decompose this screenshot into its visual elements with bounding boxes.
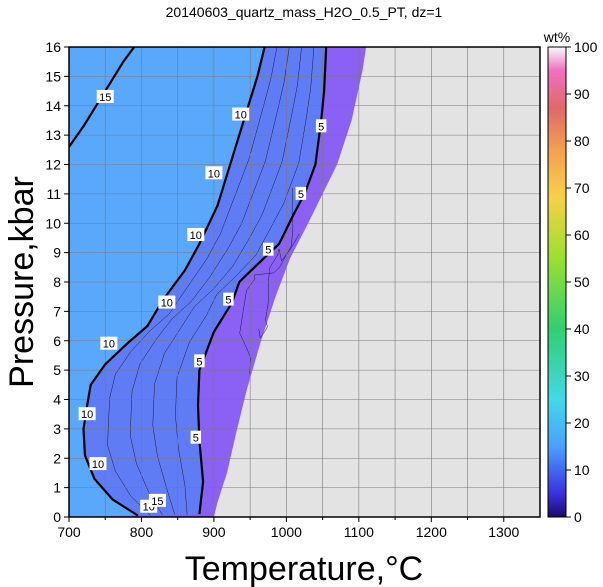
contour-label-text: 10 (103, 339, 115, 351)
contour-label-text: 5 (265, 245, 271, 257)
x-tick-label: 800 (130, 524, 154, 540)
colorbar-tick-label: 70 (574, 180, 590, 196)
contour-label-bg (190, 430, 202, 444)
colorbar-tick-label: 100 (574, 39, 598, 55)
y-tick-label: 3 (53, 421, 61, 437)
y-tick-label: 7 (53, 303, 61, 319)
contour-label: 10 (78, 407, 96, 421)
y-tick-label: 14 (45, 98, 61, 114)
y-tick-label: 8 (53, 274, 61, 290)
x-tick-label: 900 (202, 524, 226, 540)
contour-label: 15 (96, 89, 114, 104)
contour-label: 5 (223, 292, 234, 307)
colorbar-tick-label: 50 (574, 274, 590, 290)
contour-label-text: 10 (190, 230, 202, 242)
contour-label-bg (232, 107, 250, 121)
y-tick-label: 11 (46, 186, 61, 202)
colorbar-tick-label: 0 (574, 509, 582, 525)
y-tick-label: 1 (53, 480, 61, 496)
chart-title: 20140603_quartz_mass_H2O_0.5_PT, dz=1 (166, 4, 443, 20)
colorbar-tick-label: 30 (574, 368, 590, 384)
contour-label: 10 (232, 107, 250, 122)
x-tick-label: 1200 (416, 524, 447, 540)
contour-label: 10 (89, 457, 107, 471)
colorbar-tick-label: 10 (574, 462, 590, 478)
contour-label-text: 5 (193, 433, 199, 445)
contour-label: 10 (205, 166, 223, 180)
thin-contour (175, 47, 315, 515)
y-tick-label: 16 (45, 39, 61, 55)
contour-label-text: 5 (318, 121, 324, 133)
colorbar-label: wt% (543, 29, 570, 45)
y-tick-label: 13 (45, 127, 61, 143)
contour-label: 10 (100, 336, 118, 351)
colorbar: wt% 0 10 20 30 40 50 60 70 80 90 100 (543, 29, 598, 525)
colorbar-tick-label: 90 (574, 86, 590, 102)
y-axis-label: Pressure,kbar (3, 176, 41, 388)
contour-label-text: 15 (99, 92, 111, 104)
contour-label-bg (205, 166, 223, 180)
contour-label: 5 (190, 430, 202, 445)
x-tick-label: 1300 (488, 524, 519, 540)
y-tick-label: 5 (53, 362, 61, 378)
x-tick-label: 700 (57, 524, 81, 540)
contour-label-bg (223, 292, 234, 306)
contour-label-text: 5 (298, 189, 304, 201)
x-axis-label: Temperature,°C (185, 550, 423, 587)
colorbar-tick-label: 80 (574, 133, 590, 149)
contour-label-text: 15 (151, 496, 163, 508)
contour-label-text: 5 (196, 356, 202, 368)
contour-label-bg (158, 295, 176, 309)
colorbar-tick-label: 60 (574, 227, 590, 243)
contour-label-text: 5 (225, 295, 231, 307)
y-tick-label: 0 (53, 509, 61, 525)
y-tick-label: 9 (53, 245, 61, 261)
gridlines (69, 47, 540, 517)
contour-label: 5 (315, 119, 327, 133)
x-axis-ticks: 700 800 900 1000 1100 1200 1300 (57, 517, 520, 540)
thin-contour (258, 233, 300, 339)
contour-line-10 (82, 47, 266, 517)
contour-label-bg (100, 336, 118, 350)
colorbar-tick-label: 40 (574, 321, 590, 337)
contour-label-bg (78, 407, 96, 421)
contour-label-text: 10 (208, 168, 220, 180)
y-tick-label: 15 (45, 68, 61, 84)
contour-label: 15 (148, 493, 166, 508)
y-tick-label: 2 (53, 450, 61, 466)
thin-contour (239, 187, 294, 374)
contour-label: 5 (295, 186, 307, 201)
x-tick-label: 1000 (271, 524, 302, 540)
colorbar-tick-label: 20 (574, 415, 590, 431)
contour-label: 5 (194, 354, 205, 368)
contour-label-bg (187, 228, 205, 241)
contour-line-5 (196, 47, 328, 515)
contour-label: 10 (187, 228, 205, 242)
colorbar-ticks: 0 10 20 30 40 50 60 70 80 90 100 (566, 39, 598, 525)
contour-label: 10 (158, 295, 176, 310)
contour-label-text: 10 (92, 459, 104, 471)
thin-contour (129, 47, 290, 516)
contour-label-bg (89, 457, 107, 471)
contour-label-text: 10 (235, 110, 247, 122)
y-tick-label: 6 (53, 333, 61, 349)
contour-label: 5 (263, 242, 274, 257)
y-tick-label: 10 (45, 215, 61, 231)
contour-label-bg (263, 242, 274, 256)
colorbar-gradient (547, 46, 567, 518)
contour-label-text: 10 (161, 298, 173, 310)
contour-label-bg (194, 354, 205, 368)
contour-label-text: 10 (81, 409, 93, 421)
y-tick-label: 12 (45, 157, 61, 173)
x-tick-label: 1100 (344, 524, 374, 540)
contour-label-bg (315, 119, 327, 133)
y-tick-label: 4 (53, 392, 61, 408)
contour-label-bg (148, 493, 166, 507)
contour-label-bg (96, 89, 114, 103)
contour-label-bg (295, 186, 307, 200)
